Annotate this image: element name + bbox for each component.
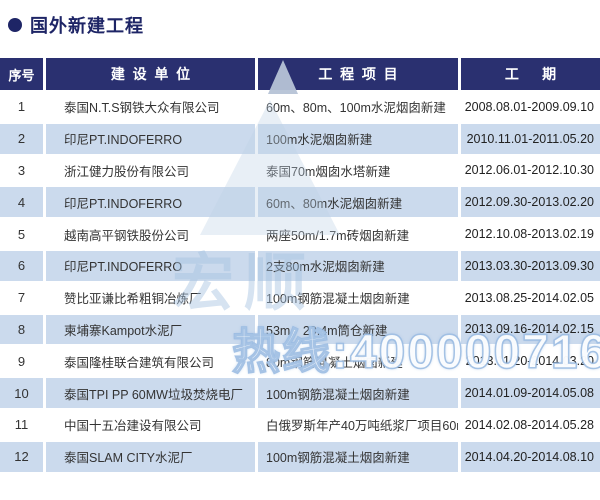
cell-project: 100m钢筋混凝土烟囱新建: [258, 282, 461, 315]
table-row: 6 印尼PT.INDOFERRO 2支80m水泥烟囱新建 2013.03.30-…: [0, 250, 600, 283]
cell-period: 2012.10.08-2013.02.19: [461, 219, 600, 251]
cell-project: 60m、80m、100m水泥烟囱新建: [258, 92, 461, 124]
table-row: 3 浙江健力股份有限公司 泰国70m烟囱水塔新建 2012.06.01-2012…: [0, 155, 600, 188]
cell-period: 2014.02.08-2014.05.28: [461, 409, 600, 442]
cell-index: 11: [0, 409, 46, 442]
table-row: 9 泰国隆桂联合建筑有限公司 80m钢筋混凝土烟囱新建 2013.11.20-2…: [0, 346, 600, 379]
cell-index: 9: [0, 346, 46, 379]
cell-project: 白俄罗斯年产40万吨纸浆厂项目60m烟囱新建: [258, 409, 461, 442]
cell-index: 4: [0, 187, 46, 220]
cell-index: 6: [0, 250, 46, 283]
table-row: 2 印尼PT.INDOFERRO 100m水泥烟囱新建 2010.11.01-2…: [0, 123, 600, 156]
cell-index: 2: [0, 123, 46, 156]
cell-project: 100m钢筋混凝土烟囱新建: [258, 441, 461, 474]
page-header: 国外新建工程: [0, 0, 600, 40]
cell-unit: 浙江健力股份有限公司: [46, 155, 258, 188]
cell-project: 100m钢筋混凝土烟囱新建: [258, 378, 461, 410]
page-title: 国外新建工程: [30, 16, 144, 36]
bullet-icon: [8, 18, 22, 32]
cell-period: 2013.08.25-2014.02.05: [461, 282, 600, 315]
col-header-unit: 建 设 单 位: [46, 58, 258, 92]
cell-unit: 泰国N.T.S钢铁大众有限公司: [46, 92, 258, 124]
table-row: 11 中国十五冶建设有限公司 白俄罗斯年产40万吨纸浆厂项目60m烟囱新建 20…: [0, 409, 600, 442]
cell-unit: 柬埔寨Kampot水泥厂: [46, 314, 258, 347]
table-row: 7 赞比亚谦比希粗铜冶炼厂 100m钢筋混凝土烟囱新建 2013.08.25-2…: [0, 282, 600, 315]
cell-period: 2013.09.16-2014.02.15: [461, 314, 600, 347]
cell-unit: 中国十五冶建设有限公司: [46, 409, 258, 442]
cell-index: 5: [0, 219, 46, 251]
cell-period: 2014.01.09-2014.05.08: [461, 378, 600, 410]
col-header-project: 工 程 项 目: [258, 58, 461, 92]
table-row: 4 印尼PT.INDOFERRO 60m、80m水泥烟囱新建 2012.09.3…: [0, 187, 600, 220]
cell-index: 7: [0, 282, 46, 315]
cell-period: 2008.08.01-2009.09.10: [461, 92, 600, 124]
cell-period: 2014.04.20-2014.08.10: [461, 441, 600, 474]
table-header-row: 序号 建 设 单 位 工 程 项 目 工 期: [0, 58, 600, 92]
cell-project: 100m水泥烟囱新建: [258, 123, 461, 156]
cell-project: 80m钢筋混凝土烟囱新建: [258, 346, 461, 379]
cell-unit: 泰国SLAM CITY水泥厂: [46, 441, 258, 474]
cell-project: 2支80m水泥烟囱新建: [258, 250, 461, 283]
cell-project: 53m、29.4m筒仓新建: [258, 314, 461, 347]
table-row: 5 越南高平钢铁股份公司 两座50m/1.7m砖烟囱新建 2012.10.08-…: [0, 219, 600, 251]
col-header-period: 工 期: [461, 58, 600, 92]
projects-table: 序号 建 设 单 位 工 程 项 目 工 期 1 泰国N.T.S钢铁大众有限公司…: [0, 58, 600, 474]
cell-period: 2013.11.20-2014.03.20: [461, 346, 600, 379]
cell-project: 泰国70m烟囱水塔新建: [258, 155, 461, 188]
table-row: 10 泰国TPI PP 60MW垃圾焚烧电厂 100m钢筋混凝土烟囱新建 201…: [0, 378, 600, 410]
cell-unit: 印尼PT.INDOFERRO: [46, 187, 258, 220]
cell-index: 10: [0, 378, 46, 410]
cell-unit: 越南高平钢铁股份公司: [46, 219, 258, 251]
cell-unit: 印尼PT.INDOFERRO: [46, 123, 258, 156]
cell-index: 12: [0, 441, 46, 474]
cell-project: 两座50m/1.7m砖烟囱新建: [258, 219, 461, 251]
table-row: 8 柬埔寨Kampot水泥厂 53m、29.4m筒仓新建 2013.09.16-…: [0, 314, 600, 347]
cell-index: 1: [0, 92, 46, 124]
table-row: 1 泰国N.T.S钢铁大众有限公司 60m、80m、100m水泥烟囱新建 200…: [0, 92, 600, 124]
cell-period: 2013.03.30-2013.09.30: [461, 250, 600, 283]
cell-period: 2012.06.01-2012.10.30: [461, 155, 600, 188]
col-header-index: 序号: [0, 58, 46, 92]
cell-unit: 赞比亚谦比希粗铜冶炼厂: [46, 282, 258, 315]
cell-unit: 泰国TPI PP 60MW垃圾焚烧电厂: [46, 378, 258, 410]
cell-unit: 印尼PT.INDOFERRO: [46, 250, 258, 283]
cell-period: 2012.09.30-2013.02.20: [461, 187, 600, 220]
table-row: 12 泰国SLAM CITY水泥厂 100m钢筋混凝土烟囱新建 2014.04.…: [0, 441, 600, 474]
cell-index: 3: [0, 155, 46, 188]
cell-unit: 泰国隆桂联合建筑有限公司: [46, 346, 258, 379]
cell-project: 60m、80m水泥烟囱新建: [258, 187, 461, 220]
cell-period: 2010.11.01-2011.05.20: [461, 123, 600, 156]
cell-index: 8: [0, 314, 46, 347]
